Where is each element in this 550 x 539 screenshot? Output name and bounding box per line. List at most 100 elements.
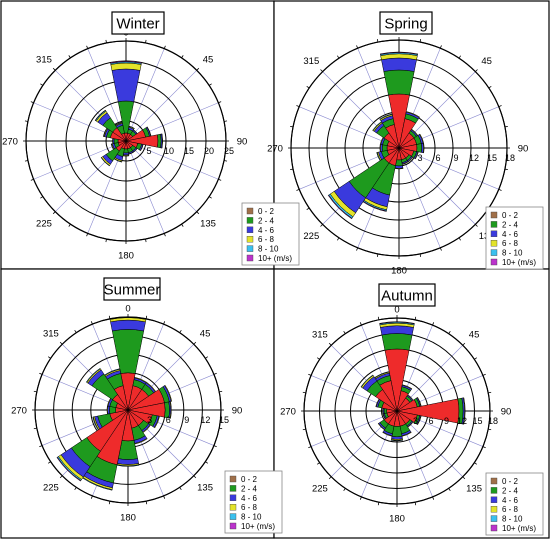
angle-tick xyxy=(475,69,478,72)
bar-spring-22.5-6-8 xyxy=(405,111,421,118)
angle-tick xyxy=(90,321,93,325)
legend-label: 2 - 4 xyxy=(258,216,275,225)
bar-summer-112.5-6-8 xyxy=(153,415,160,429)
legend-label: 6 - 8 xyxy=(502,505,519,514)
spoke-line xyxy=(33,140,127,180)
angle-tick xyxy=(359,496,362,500)
legend-label: 10+ (m/s) xyxy=(502,524,536,533)
angle-tick xyxy=(145,501,148,505)
radial-tick-label: 9 xyxy=(184,415,189,425)
angle-label: 315 xyxy=(303,56,319,67)
angle-tick xyxy=(219,427,223,430)
angle-tick xyxy=(504,125,508,128)
bar-spring-90-2-4 xyxy=(416,143,423,153)
angle-label: 225 xyxy=(43,483,59,494)
angle-tick xyxy=(105,39,107,43)
angle-tick xyxy=(52,67,56,71)
angle-tick xyxy=(448,330,451,334)
angle-tick xyxy=(458,237,462,241)
spoke-line xyxy=(125,70,197,142)
angle-label: 315 xyxy=(43,328,59,339)
angle-label: 135 xyxy=(197,483,213,494)
bars-summer xyxy=(56,316,173,491)
bar-winter-180-8-10 xyxy=(122,155,130,157)
bar-autumn-0-4-6 xyxy=(380,325,414,336)
legend-label: 2 - 4 xyxy=(241,484,258,493)
angle-tick xyxy=(145,239,147,243)
angle-tick xyxy=(40,196,44,199)
angle-tick xyxy=(218,178,222,181)
panel-spring: 36912151804590135180225270315Spring0 - 2… xyxy=(267,11,544,277)
angle-tick xyxy=(163,495,166,499)
legend-swatch xyxy=(229,475,237,483)
bar-spring-0-4-6 xyxy=(381,57,417,72)
angle-tick xyxy=(439,45,442,49)
angle-tick xyxy=(328,342,332,346)
bar-winter-270-6-8 xyxy=(112,138,114,144)
angle-tick xyxy=(213,372,217,375)
radial-tick-label: 6 xyxy=(428,416,433,426)
angle-tick xyxy=(336,55,340,59)
angle-label: 90 xyxy=(501,407,512,418)
angle-tick xyxy=(59,475,63,479)
angle-tick xyxy=(39,372,43,375)
radial-tick-label: 15 xyxy=(472,416,482,426)
spoke-line xyxy=(125,140,165,234)
angle-tick xyxy=(306,85,310,89)
angle-tick xyxy=(474,357,478,360)
chart-title: Summer xyxy=(104,282,161,299)
legend-label: 6 - 8 xyxy=(258,235,275,244)
angle-tick xyxy=(308,373,312,376)
angle-tick xyxy=(179,487,182,491)
angle-label: 315 xyxy=(36,54,52,65)
legend-swatch xyxy=(490,230,498,238)
angle-tick xyxy=(24,120,28,122)
angle-tick xyxy=(343,330,346,334)
legend-swatch xyxy=(229,485,237,492)
angle-label: 225 xyxy=(312,484,328,495)
radial-tick-label: 20 xyxy=(204,146,214,156)
angle-tick xyxy=(359,322,362,326)
angle-tick xyxy=(320,69,323,72)
angle-tick xyxy=(145,39,147,43)
legend-swatch xyxy=(490,506,498,513)
angle-tick xyxy=(308,446,312,449)
angle-tick xyxy=(290,168,294,171)
bar-spring-112.5-6-8 xyxy=(414,151,419,160)
spoke-line xyxy=(125,140,197,212)
legend-label: 10+ (m/s) xyxy=(502,258,536,267)
title-box xyxy=(103,277,161,301)
angle-label: 270 xyxy=(267,144,283,155)
angle-label: 225 xyxy=(303,231,319,242)
bar-autumn-270-2-4 xyxy=(383,408,388,414)
legend-swatch xyxy=(246,245,254,252)
legend-label: 4 - 6 xyxy=(502,230,519,239)
radial-tick-label: 12 xyxy=(457,416,467,426)
legend-label: 8 - 10 xyxy=(241,513,262,522)
radial-tick-label: 18 xyxy=(488,416,498,426)
angle-tick xyxy=(474,462,478,465)
angle-label: 270 xyxy=(11,406,27,417)
radial-tick-label: 12 xyxy=(469,153,479,163)
panel-winter: 51015202504590135180225270315Winter0 - 2… xyxy=(2,11,300,266)
legend-swatch xyxy=(229,513,237,520)
legend-swatch xyxy=(229,522,237,530)
angle-tick xyxy=(74,487,77,491)
angle-tick xyxy=(432,496,435,500)
angle-tick xyxy=(488,85,492,89)
legend-swatch xyxy=(490,496,498,503)
angle-tick xyxy=(296,105,300,108)
angle-tick xyxy=(498,188,502,191)
radial-tick-label: 5 xyxy=(146,146,151,156)
angle-tick xyxy=(316,462,320,465)
angle-tick xyxy=(193,475,197,479)
angle-tick xyxy=(219,390,223,393)
angle-tick xyxy=(432,322,435,326)
bar-summer-90-6-8 xyxy=(169,401,172,419)
bar-summer-315-8-10 xyxy=(85,367,101,383)
legend-label: 10+ (m/s) xyxy=(258,254,292,263)
angle-label: 45 xyxy=(469,329,480,340)
